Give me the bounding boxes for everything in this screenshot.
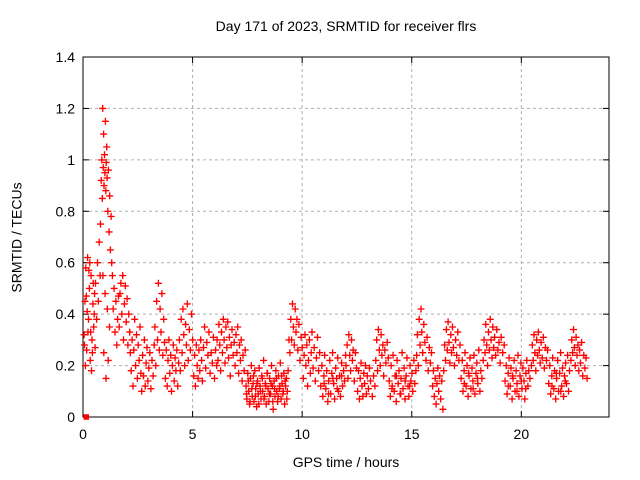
y-tick-label: 0.6 xyxy=(56,255,76,271)
y-tick-label: 1 xyxy=(67,152,75,168)
tick-labels: 0 0.2 0.4 0.6 0.8 1 1.2 1.4 0 5 10 15 20 xyxy=(56,49,530,442)
x-axis-label: GPS time / hours xyxy=(292,454,400,470)
x-tick-label: 5 xyxy=(189,426,197,442)
y-tick-label: 0.4 xyxy=(56,306,76,322)
x-tick-label: 20 xyxy=(514,426,530,442)
y-tick-label: 0.8 xyxy=(56,203,76,219)
data-points xyxy=(80,104,591,413)
y-axis-label: SRMTID / TECUs xyxy=(8,182,25,293)
origin-marker xyxy=(83,414,90,420)
x-tick-label: 10 xyxy=(294,426,310,442)
plot-border xyxy=(82,56,610,418)
y-tick-label: 1.4 xyxy=(56,49,76,65)
y-tick-label: 0.2 xyxy=(56,358,76,374)
y-tick-label: 1.2 xyxy=(56,100,76,116)
x-tick-label: 0 xyxy=(79,426,87,442)
x-tick-label: 15 xyxy=(404,426,420,442)
y-tick-label: 0 xyxy=(67,409,75,425)
chart-title: Day 171 of 2023, SRMTID for receiver flr… xyxy=(215,18,477,34)
